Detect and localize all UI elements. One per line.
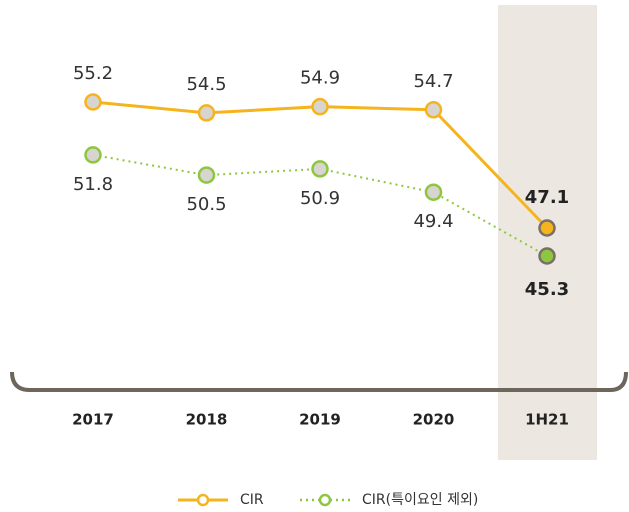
data-label: 54.5 (186, 74, 226, 95)
data-label: 55.2 (73, 63, 113, 84)
data-label: 45.3 (525, 279, 569, 300)
bracket (10, 371, 628, 392)
legend-label: CIR(특이요인 제외) (362, 492, 478, 508)
legend-marker (318, 493, 332, 507)
marker (424, 101, 443, 119)
marker (311, 97, 329, 116)
x-tick-label: 2017 (72, 411, 114, 429)
data-label: 50.9 (300, 188, 340, 209)
x-tick-label: 2020 (413, 411, 455, 429)
marker (538, 247, 556, 265)
data-label: 50.5 (186, 194, 226, 215)
x-tick-label: 1H21 (525, 411, 569, 429)
x-tick-label: 2018 (186, 411, 228, 429)
legend-marker (196, 493, 210, 507)
legend-label: CIR (240, 492, 264, 508)
data-label: 47.1 (525, 187, 569, 208)
data-label: 49.4 (413, 211, 453, 232)
marker (538, 219, 556, 237)
marker (84, 93, 102, 111)
marker (311, 160, 329, 178)
marker (84, 146, 102, 164)
data-label: 51.8 (73, 174, 113, 195)
data-label: 54.7 (413, 71, 453, 92)
marker (424, 183, 443, 201)
marker (197, 166, 216, 184)
marker (197, 104, 216, 122)
data-label: 54.9 (300, 68, 340, 89)
x-tick-label: 2019 (299, 411, 341, 429)
